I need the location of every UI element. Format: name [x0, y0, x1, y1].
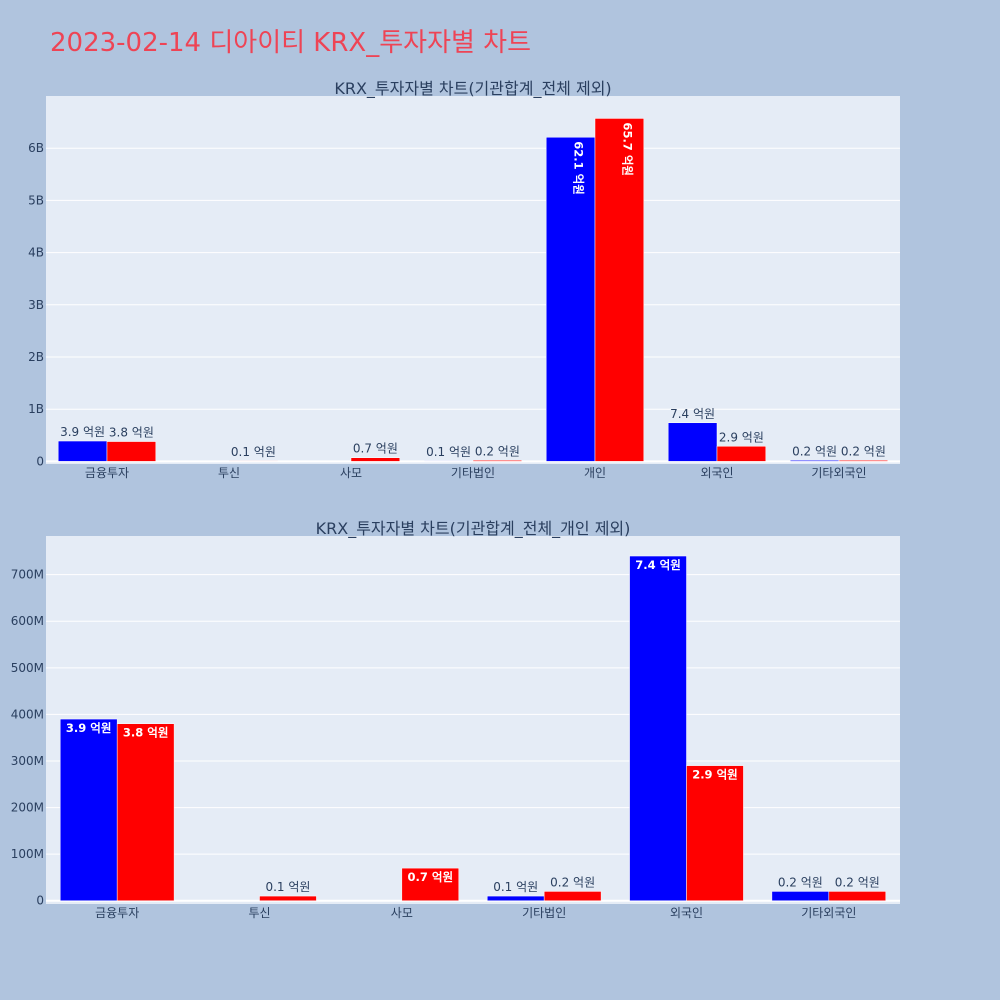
- x-tick-label: 기타법인: [522, 906, 566, 920]
- data-label: 0.1 억원: [265, 880, 310, 894]
- x-tick-label: 투신: [218, 466, 240, 480]
- data-label: 0.2 억원: [778, 875, 823, 889]
- data-label: 3.9 억원: [60, 425, 105, 439]
- bar: [828, 891, 887, 901]
- data-label: 0.1 억원: [426, 445, 471, 459]
- data-label: 0.2 억원: [475, 444, 520, 458]
- x-tick-label: 사모: [391, 906, 413, 920]
- y-tick-label: 4B: [28, 246, 44, 260]
- page-title: 2023-02-14 디아이티 KRX_투자자별 차트: [50, 28, 532, 58]
- y-tick-label: 0: [36, 454, 44, 468]
- y-tick-label: 0: [36, 894, 44, 908]
- bar: [789, 460, 840, 462]
- data-label: 0.2 억원: [792, 444, 837, 458]
- bar: [472, 460, 523, 462]
- x-tick-label: 투신: [248, 906, 270, 920]
- y-tick-label: 5B: [28, 193, 44, 207]
- y-tick-label: 1B: [28, 402, 44, 416]
- bar: [838, 460, 889, 462]
- y-tick-label: 2B: [28, 350, 44, 364]
- bar: [545, 136, 596, 462]
- bar: [667, 422, 718, 462]
- bar: [116, 723, 175, 901]
- data-label: 7.4 억원: [670, 407, 715, 421]
- data-label: 0.1 억원: [231, 445, 276, 459]
- bar: [716, 446, 767, 462]
- data-label: 0.2 억원: [550, 875, 595, 889]
- bar: [401, 867, 460, 901]
- data-label: 0.7 억원: [353, 442, 398, 456]
- bar: [771, 891, 830, 901]
- y-tick-label: 300M: [11, 754, 44, 768]
- bar: [486, 895, 545, 901]
- data-label: 65.7 억원: [620, 122, 634, 176]
- y-tick-label: 700M: [11, 568, 44, 582]
- y-tick-label: 100M: [11, 847, 44, 861]
- y-tick-label: 6B: [28, 141, 44, 155]
- x-tick-label: 금융투자: [85, 466, 129, 480]
- data-label: 62.1 억원: [572, 141, 586, 195]
- data-label: 2.9 억원: [719, 430, 764, 444]
- bar: [228, 460, 279, 462]
- x-tick-label: 개인: [584, 466, 606, 480]
- x-tick-label: 금융투자: [95, 906, 139, 920]
- y-tick-label: 400M: [11, 707, 44, 721]
- x-tick-label: 기타법인: [451, 466, 495, 480]
- x-tick-label: 기타외국인: [801, 906, 856, 920]
- y-tick-label: 500M: [11, 661, 44, 675]
- chart-title-2: KRX_투자자별 차트(기관합계_전체_개인 제외): [316, 519, 631, 539]
- data-label: 3.8 억원: [123, 726, 169, 740]
- bar: [259, 895, 317, 901]
- y-tick-label: 600M: [11, 614, 44, 628]
- x-tick-label: 기타외국인: [811, 466, 866, 480]
- bar: [543, 891, 602, 901]
- data-label: 2.9 억원: [692, 768, 738, 782]
- x-tick-label: 사모: [340, 466, 362, 480]
- x-tick-label: 외국인: [670, 906, 703, 920]
- data-label: 3.9 억원: [66, 721, 112, 735]
- data-label: 3.8 억원: [109, 426, 154, 440]
- bar: [106, 441, 157, 462]
- bar: [423, 460, 474, 462]
- data-label: 0.7 억원: [408, 870, 454, 884]
- x-tick-label: 외국인: [700, 466, 733, 480]
- y-tick-label: 3B: [28, 298, 44, 312]
- chart-title-1: KRX_투자자별 차트(기관합계_전체 제외): [334, 79, 611, 99]
- data-label: 0.2 억원: [835, 875, 880, 889]
- bar: [350, 457, 401, 462]
- data-label: 0.2 억원: [841, 444, 886, 458]
- bar: [629, 555, 687, 901]
- data-label: 7.4 억원: [635, 558, 681, 572]
- bar: [594, 118, 645, 462]
- y-tick-label: 200M: [11, 801, 44, 815]
- bar: [686, 765, 744, 901]
- bar: [57, 440, 108, 462]
- plot-area-1: [46, 96, 900, 464]
- plot-area-2: [46, 536, 900, 904]
- bar: [59, 718, 118, 901]
- data-label: 0.1 억원: [493, 880, 538, 894]
